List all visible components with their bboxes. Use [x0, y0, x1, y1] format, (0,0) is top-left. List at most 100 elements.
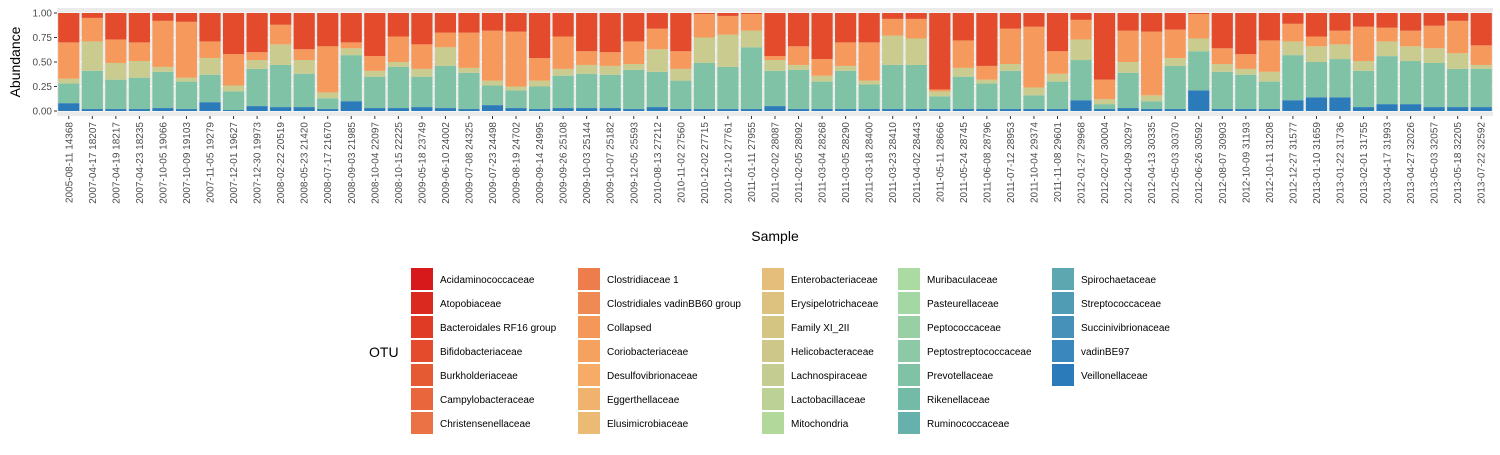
bar-segment-orange	[764, 56, 786, 61]
x-tick-label: 2008-02-22 20519	[276, 122, 287, 204]
x-tick-label: 2005-08-11 14368	[64, 122, 75, 203]
bar-segment-blue	[1141, 109, 1163, 111]
y-tick-label: 0.25	[33, 82, 53, 93]
bar-segment-red	[1093, 13, 1116, 80]
x-tick-label: 2011-03-23 28410	[888, 122, 899, 203]
x-tick-label: 2009-07-23 24498	[488, 122, 499, 204]
bar-segment-khaki	[1141, 95, 1163, 102]
bar-segment-blue	[1023, 109, 1045, 111]
bar-segment-orange	[1141, 31, 1163, 96]
bar-segment-orange	[623, 41, 645, 64]
bar-segment-blue	[58, 103, 80, 111]
legend-swatch	[762, 268, 784, 290]
bar-segment-red	[152, 13, 174, 21]
bar-segment-red	[952, 13, 974, 41]
legend-label: Family XI_2II	[791, 323, 849, 334]
bar-segment-orange	[858, 42, 880, 81]
legend-label: Rikenellaceae	[927, 395, 990, 406]
bar-segment-blue	[222, 110, 245, 111]
bar-segment-blue	[1470, 107, 1492, 111]
bar-segment-blue	[599, 108, 621, 111]
bar-segment-red	[1211, 13, 1233, 49]
x-tick-label: 2010-12-10 27761	[723, 122, 734, 204]
bar-segment-blue	[81, 109, 103, 111]
bar-segment-blue	[576, 108, 598, 111]
bar-segment-teal	[1235, 74, 1257, 110]
bar-segment-blue	[1400, 104, 1422, 111]
legend-swatch	[411, 364, 433, 386]
bar-segment-khaki	[787, 64, 810, 70]
bar-segment-teal	[811, 81, 833, 110]
bar-segment-blue	[1305, 97, 1328, 111]
bar-segment-orange	[1376, 27, 1398, 42]
bar-segment-khaki	[623, 63, 645, 70]
bar-segment-red	[246, 13, 268, 53]
bar-segment-teal	[458, 72, 480, 110]
legend-label: Spirochaetaceae	[1081, 275, 1156, 286]
bar-segment-red	[717, 13, 739, 16]
legend-label: Mitochondria	[791, 419, 849, 430]
legend-swatch	[411, 412, 433, 434]
bar-segment-blue	[858, 109, 880, 111]
bar-segment-blue	[293, 107, 315, 111]
bar-segment-orange	[740, 13, 763, 31]
legend-swatch	[1052, 364, 1074, 386]
bar-segment-red	[481, 13, 504, 31]
bar-segment-orange	[81, 17, 103, 42]
legend-label: Erysipelotrichaceae	[791, 299, 879, 310]
bar-segment-blue	[905, 109, 927, 111]
bar-segment-teal	[1188, 51, 1210, 91]
bar-segment-teal	[505, 90, 527, 109]
bar-segment-orange	[387, 36, 409, 62]
legend-label: Lactobacillaceae	[791, 395, 866, 406]
bar-segment-red	[1470, 13, 1492, 46]
bar-segment-blue	[1046, 109, 1069, 111]
bar-segment-khaki	[246, 60, 268, 69]
bar-segment-khaki	[740, 30, 763, 48]
legend-swatch	[411, 268, 433, 290]
bar-segment-red	[787, 13, 810, 47]
bar-segment-orange	[340, 42, 362, 49]
y-tick-label: 0.50	[33, 58, 53, 69]
x-axis-label: Sample	[751, 228, 799, 244]
legend-label: Eggerthellaceae	[607, 395, 680, 406]
bar-segment-teal	[317, 98, 339, 110]
legend-label: Enterobacteriaceae	[791, 275, 878, 286]
bar-segment-orange	[175, 21, 198, 78]
legend-label: Peptococcaceae	[927, 323, 1001, 334]
bar-segment-blue	[835, 109, 857, 111]
bar-segment-khaki	[81, 41, 103, 71]
legend-label: Burkholderiaceae	[440, 371, 518, 382]
bar-segment-teal	[81, 70, 103, 110]
legend-label: Christensenellaceae	[440, 419, 531, 430]
bar-segment-teal	[1282, 55, 1304, 101]
bar-segment-khaki	[387, 62, 409, 67]
bar-segment-teal	[152, 71, 174, 109]
bar-segment-khaki	[1117, 62, 1139, 73]
bar-segment-teal	[1164, 65, 1186, 110]
bar-segment-teal	[1470, 68, 1492, 108]
bar-segment-khaki	[976, 79, 998, 84]
bar-segment-blue	[929, 109, 951, 111]
y-axis-label: Abundance	[7, 26, 23, 97]
bar-segment-red	[505, 13, 527, 32]
bar-segment-khaki	[1447, 53, 1469, 69]
bar-segment-orange	[1023, 26, 1045, 88]
legend-swatch	[411, 388, 433, 410]
bar-segment-teal	[576, 73, 598, 109]
bar-segment-blue	[505, 108, 527, 111]
bar-segment-teal	[411, 76, 433, 108]
legend-label: Atopobiaceae	[440, 299, 502, 310]
x-tick-label: 2012-10-09 31193	[1241, 122, 1252, 203]
bar-segment-orange	[1046, 51, 1069, 74]
x-tick-label: 2011-06-08 28796	[982, 122, 993, 203]
bar-segment-orange	[882, 18, 904, 36]
bar-segment-teal	[1211, 71, 1233, 110]
bar-segment-teal	[858, 84, 880, 110]
legend-swatch	[762, 364, 784, 386]
bar-segment-khaki	[317, 92, 339, 99]
bar-segment-blue	[952, 109, 974, 111]
bar-segment-blue	[199, 102, 221, 111]
bar-segment-teal	[1141, 101, 1163, 110]
bar-segment-orange	[293, 49, 315, 61]
